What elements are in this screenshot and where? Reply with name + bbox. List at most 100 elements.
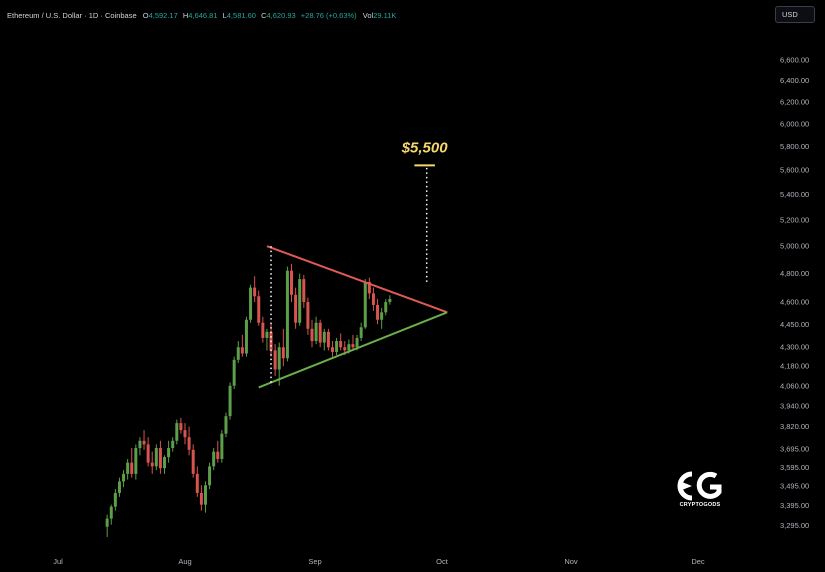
candle-body <box>318 322 322 343</box>
support-trendline <box>258 311 448 389</box>
candle-body <box>109 506 113 519</box>
candle-body <box>199 492 203 505</box>
cryptogods-logo <box>677 471 722 501</box>
candle-body <box>216 451 220 459</box>
candle-body <box>167 447 171 458</box>
price-tick-label: 3,695.00 <box>780 444 809 453</box>
price-tick-label: 3,940.00 <box>780 401 809 410</box>
close-label: C <box>261 11 267 20</box>
change-value: +28.76 (+0.63%) <box>300 11 357 20</box>
candle-body <box>154 447 158 467</box>
candle-body <box>290 270 294 295</box>
candle-body <box>253 287 257 297</box>
candle-body <box>249 287 253 320</box>
candle-body <box>384 302 388 313</box>
candle-body <box>203 485 207 505</box>
candle-body <box>302 279 306 303</box>
symbol-title: Ethereum / U.S. Dollar · 1D · Coinbase <box>7 11 137 20</box>
candle-body <box>347 344 351 351</box>
candle-body <box>146 444 150 463</box>
price-tick-label: 6,200.00 <box>780 97 809 106</box>
volume-value: 29.11K <box>373 11 397 20</box>
candle-body <box>117 481 121 493</box>
candle-body <box>142 440 146 445</box>
candle-body <box>285 270 289 359</box>
candle-body <box>244 319 248 354</box>
volume-label: Vol <box>362 11 374 20</box>
candle-body <box>232 359 236 386</box>
candle-body <box>310 328 314 342</box>
candle-body <box>130 462 134 474</box>
overlays-layer <box>258 164 448 389</box>
price-tick-label: 3,495.00 <box>780 482 809 491</box>
candle-body <box>281 347 285 359</box>
candle-body <box>277 347 281 370</box>
candle-body <box>179 423 183 431</box>
candle-body <box>195 473 199 493</box>
low-label: L <box>222 11 227 20</box>
candle-body <box>105 518 109 527</box>
price-tick-label: 5,200.00 <box>780 215 809 224</box>
candle-body <box>228 385 232 417</box>
high-label: H <box>182 11 189 20</box>
resistance-trendline <box>266 245 448 314</box>
candle-body <box>294 294 298 323</box>
price-tick-label: 6,400.00 <box>780 76 809 85</box>
candle-body <box>158 447 162 469</box>
candle-body <box>265 331 269 338</box>
candle-body <box>376 304 380 320</box>
open-label: O <box>142 11 149 20</box>
candle-body <box>367 281 371 294</box>
candle-body <box>306 302 310 329</box>
candle-body <box>224 416 228 434</box>
high-value: 4,646.81 <box>188 11 218 20</box>
candle-body <box>351 344 355 348</box>
time-tick-label: Aug <box>178 557 191 566</box>
currency-button[interactable]: USD <box>775 6 815 23</box>
candle-body <box>343 347 347 351</box>
candle-body <box>322 331 326 343</box>
candle-body <box>126 462 130 474</box>
time-axis: Jul Aug Sep Oct Nov Dec <box>53 557 705 566</box>
price-tick-label: 5,600.00 <box>780 166 809 175</box>
low-value: 4,581.60 <box>226 11 256 20</box>
candle-body <box>240 347 244 354</box>
candle-body <box>191 449 195 474</box>
candle-body <box>326 331 330 348</box>
price-tick-label: 5,000.00 <box>780 242 809 251</box>
candles-layer <box>105 263 392 537</box>
candle-body <box>113 492 117 507</box>
candle-body <box>363 281 367 328</box>
price-tick-label: 4,300.00 <box>780 343 809 352</box>
candle-body <box>187 437 191 450</box>
candle-body <box>171 440 175 448</box>
candle-body <box>380 312 384 320</box>
candle-body <box>330 347 334 352</box>
candle-body <box>298 279 302 323</box>
price-tick-label: 6,000.00 <box>780 119 809 128</box>
price-tick-label: 5,800.00 <box>780 142 809 151</box>
price-tick-label: 5,400.00 <box>780 190 809 199</box>
time-tick-label: Jul <box>53 557 63 566</box>
candle-body <box>314 322 318 342</box>
candle-body <box>359 327 363 338</box>
price-tick-label: 4,450.00 <box>780 320 809 329</box>
time-tick-label: Sep <box>308 557 321 566</box>
price-tick-label: 4,600.00 <box>780 298 809 307</box>
candle-body <box>212 451 216 467</box>
candle-body <box>257 296 261 323</box>
price-tick-label: 3,295.00 <box>780 521 809 530</box>
candle-body <box>388 298 392 303</box>
candle-body <box>134 447 138 474</box>
candle-body <box>220 433 224 459</box>
candle-body <box>371 293 375 305</box>
time-tick-label: Nov <box>564 557 578 566</box>
logo-text: CRYPTOGODS <box>679 502 721 508</box>
candle-body <box>335 341 339 352</box>
price-tick-label: 3,820.00 <box>780 422 809 431</box>
price-axis: 6,600.00 6,400.00 6,200.00 6,000.00 5,800.00… <box>780 56 809 531</box>
chart-header: Ethereum / U.S. Dollar · 1D · Coinbase O… <box>7 11 399 20</box>
price-tick-label: 6,600.00 <box>780 56 809 65</box>
price-tick-label: 4,180.00 <box>780 362 809 371</box>
